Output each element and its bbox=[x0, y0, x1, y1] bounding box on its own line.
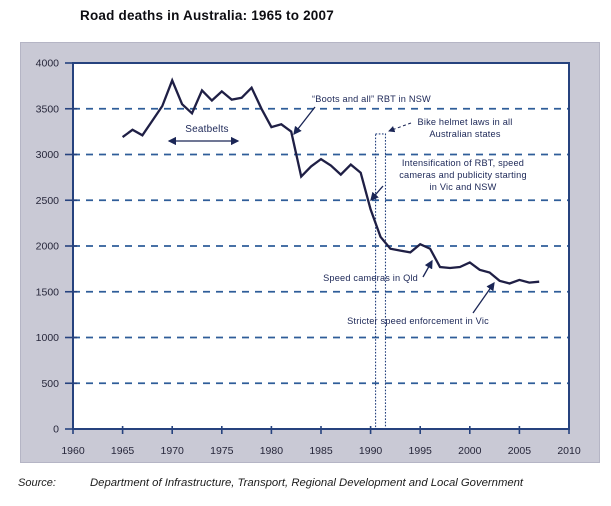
annotation-arrow bbox=[422, 259, 433, 278]
y-tick-label: 500 bbox=[41, 378, 59, 390]
annotation-stricter-speed-vic: Stricter speed enforcement in Vic bbox=[347, 281, 495, 326]
annotation-bike-helmet-laws: Bike helmet laws in all Australian states bbox=[388, 117, 513, 139]
annotation-arrow bbox=[293, 106, 316, 136]
y-tick-label: 2500 bbox=[36, 195, 60, 207]
x-tick-label: 1980 bbox=[260, 445, 284, 457]
chart-plot-box: 1960 1965 1970 1975 1980 1985 1990 1995 2000 2005… bbox=[20, 42, 600, 463]
x-tick-label: 2010 bbox=[557, 445, 581, 457]
y-tick-label: 1500 bbox=[36, 286, 60, 298]
x-tick-label: 1990 bbox=[359, 445, 383, 457]
axes: 1960 1965 1970 1975 1980 1985 1990 1995 2000 2005… bbox=[36, 58, 581, 458]
annotation-text: in Vic and NSW bbox=[430, 182, 497, 192]
x-tick-label: 1970 bbox=[161, 445, 185, 457]
annotation-text: Seatbelts bbox=[185, 124, 229, 135]
highlight-band-1991 bbox=[375, 133, 387, 430]
x-tick-label: 2000 bbox=[458, 445, 482, 457]
x-tick-label: 2005 bbox=[508, 445, 532, 457]
source-label: Source: bbox=[18, 477, 56, 489]
y-tick-label: 1000 bbox=[36, 332, 60, 344]
y-tick-label: 3500 bbox=[36, 103, 60, 115]
y-tick-label: 0 bbox=[53, 424, 59, 436]
annotation-seatbelts: Seatbelts bbox=[167, 124, 240, 146]
annotations: Seatbelts “Boots and all” RBT in NSW Bike … bbox=[167, 94, 527, 326]
chart-title: Road deaths in Australia: 1965 to 2007 bbox=[80, 8, 334, 23]
annotation-arrow bbox=[370, 185, 384, 201]
annotation-intensification-rbt: Intensification of RBT, speed cameras and… bbox=[370, 158, 527, 201]
annotation-text: Intensification of RBT, speed bbox=[402, 158, 524, 168]
annotation-arrow bbox=[388, 122, 412, 133]
x-tick-label: 1960 bbox=[61, 445, 85, 457]
x-tick-label: 1975 bbox=[210, 445, 234, 457]
y-tick-label: 2000 bbox=[36, 241, 60, 253]
x-tick-label: 1965 bbox=[111, 445, 135, 457]
annotation-text: cameras and publicity starting bbox=[399, 170, 527, 180]
gridlines bbox=[73, 107, 569, 385]
annotation-text: Bike helmet laws in all bbox=[418, 117, 513, 127]
annotation-text: “Boots and all” RBT in NSW bbox=[312, 94, 431, 104]
annotation-speed-cameras-qld: Speed cameras in Qld bbox=[323, 259, 433, 283]
x-tick-label: 1995 bbox=[409, 445, 433, 457]
x-tick-label: 1985 bbox=[309, 445, 333, 457]
annotation-arrow bbox=[472, 281, 495, 314]
y-tick-label: 4000 bbox=[36, 58, 60, 70]
annotation-boots-and-all-rbt-nsw: “Boots and all” RBT in NSW bbox=[293, 94, 431, 136]
annotation-text: Stricter speed enforcement in Vic bbox=[347, 316, 489, 326]
source-row: Source: Department of Infrastructure, Tr… bbox=[0, 477, 611, 497]
road-deaths-line-chart: 1960 1965 1970 1975 1980 1985 1990 1995 2000 2005… bbox=[36, 58, 581, 458]
annotation-text: Australian states bbox=[429, 129, 501, 139]
y-tick-label: 3000 bbox=[36, 149, 60, 161]
road-deaths-series-line bbox=[121, 77, 540, 285]
source-text: Department of Infrastructure, Transport,… bbox=[90, 477, 524, 489]
annotation-text: Speed cameras in Qld bbox=[323, 273, 418, 283]
